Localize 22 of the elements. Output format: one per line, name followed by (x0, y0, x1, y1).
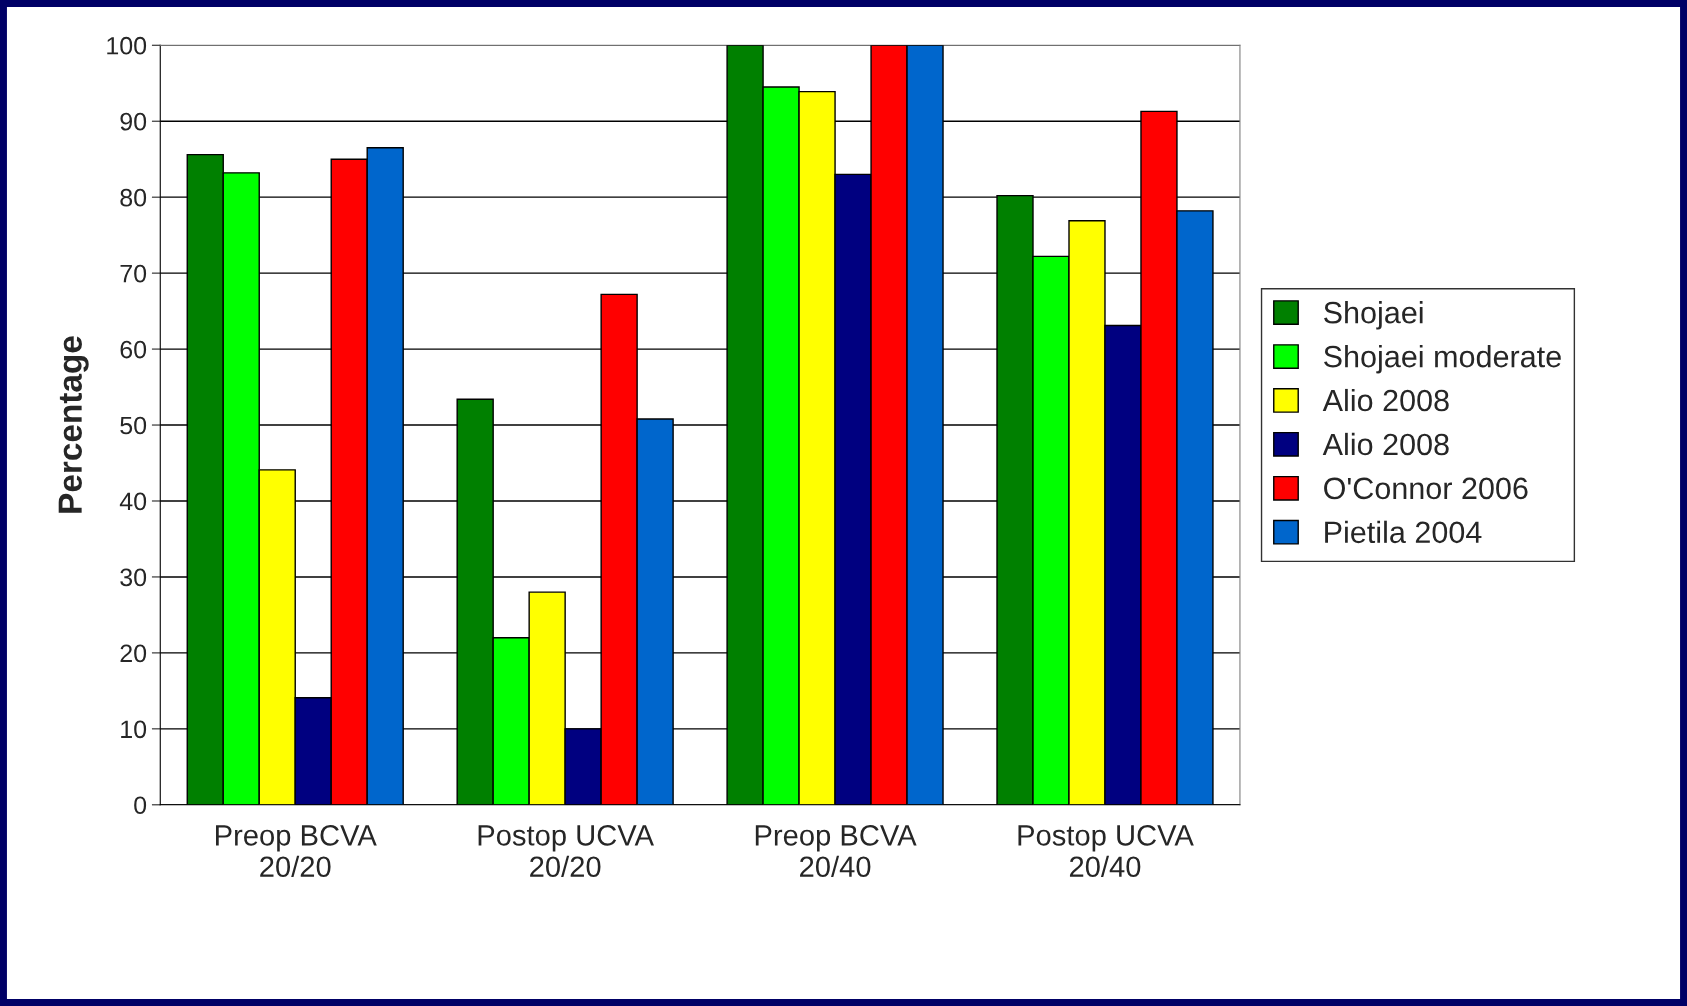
y-tick-label: 10 (121, 720, 147, 739)
y-tick-label: 20 (120, 644, 147, 663)
y-tick-label: 50 (120, 416, 147, 435)
x-tick-label: Preop BCVA 20/20 (216, 825, 377, 878)
x-tick-label: Preop BCVA 20/40 (755, 825, 917, 878)
x-tick-label: Postop UCVA 20/40 (1018, 825, 1194, 878)
y-tick-label: 80 (120, 188, 147, 207)
legend-label: Shojaei (1324, 301, 1423, 330)
legend-label: Alio 2008 (1322, 388, 1449, 412)
y-tick-label: 90 (120, 112, 147, 131)
x-tick-label: Postop UCVA 20/20 (478, 825, 654, 878)
y-axis-title: Percentage (58, 336, 89, 513)
y-tick-label: 100 (107, 36, 147, 55)
y-tick-label: 30 (120, 568, 147, 587)
y-tick-label: 70 (120, 264, 147, 283)
legend-label: Pietila 2004 (1325, 520, 1482, 544)
legend-label: O'Connor 2006 (1324, 477, 1528, 500)
y-tick-label: 60 (120, 340, 147, 359)
y-tick-label: 40 (119, 492, 147, 511)
legend-label: Shojaei moderate (1324, 344, 1561, 374)
legend-label: Alio 2008 (1322, 432, 1449, 456)
y-tick-label: 0 (134, 796, 147, 815)
